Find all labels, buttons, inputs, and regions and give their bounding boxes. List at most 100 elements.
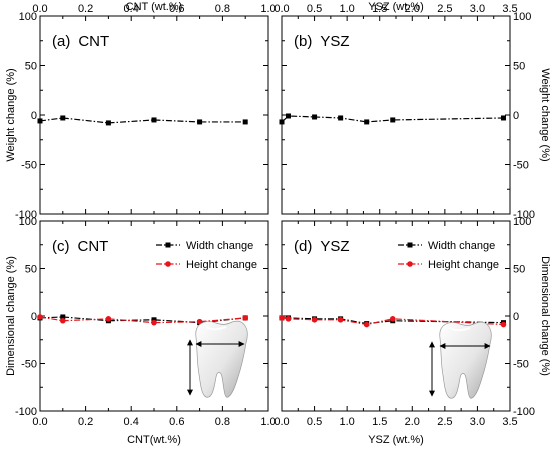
x-tick-label-top: 0.6	[169, 3, 184, 15]
y-tick-label-right: 50	[513, 61, 525, 73]
data-point	[364, 119, 370, 125]
x-tick-label: 2.5	[437, 416, 452, 428]
data-point	[279, 119, 285, 125]
x-tick-label-top: 0.4	[124, 3, 139, 15]
data-point	[197, 119, 203, 125]
x-tick-label: 0.8	[215, 416, 230, 428]
panel-name: YSZ	[320, 238, 349, 255]
y-tick-label: 100	[19, 216, 37, 228]
panel-label: (b)	[294, 33, 312, 50]
x-tick-label: 0.0	[32, 416, 47, 428]
x-axis-label-top: YSZ (wt.%)	[368, 1, 424, 13]
x-tick-label-top: 1.0	[260, 3, 275, 15]
data-point	[312, 114, 318, 120]
y-tick-label-right: 0	[513, 110, 519, 122]
data-point	[151, 317, 157, 323]
x-tick-label-top: 3.5	[502, 3, 517, 15]
panel-b-ysz-weight: 0.0 0.5 1.0 1.5 2.0 2.5 3.0 3.5 -100 -50 0 50 100 Wei…	[274, 1, 550, 221]
data-point	[500, 115, 506, 121]
y-tick-label-right: 100	[513, 11, 531, 23]
x-tick-label-top: 1.0	[339, 3, 354, 15]
x-tick-label: 0.2	[78, 416, 93, 428]
legend-entry: Width change	[156, 240, 253, 252]
legend-entry: Width change	[398, 240, 495, 252]
panel-name: CNT	[78, 33, 109, 50]
panel-c-cnt-dimensional: 0.0 0.2 0.4 0.6 0.8 1.0 -100 -50 0 50 100 Dimension…	[5, 216, 276, 446]
series-line	[39, 316, 246, 324]
legend-entry: Height change	[398, 259, 499, 271]
x-tick-label-top: 0.0	[274, 3, 289, 15]
panel-name: YSZ	[320, 33, 349, 50]
y-axis-label-right: Weight change (%)	[539, 68, 550, 161]
x-tick-label-top: 1.5	[372, 3, 387, 15]
data-point	[286, 113, 292, 119]
x-tick-label: 1.5	[372, 416, 387, 428]
x-axis-label: CNT(wt.%)	[127, 434, 181, 446]
y-tick-label: -100	[15, 406, 37, 418]
tooth-illustration-cnt	[187, 320, 249, 399]
legend-label: Height change	[186, 259, 257, 271]
panel-a-cnt-weight: 0.0 0.2 0.4 0.6 0.8 1.0 -100 -50 0 50 100 Weight ch…	[5, 1, 276, 221]
panel-name: CNT	[78, 238, 109, 255]
data-point	[151, 117, 157, 123]
panel-label: (a)	[52, 33, 70, 50]
x-axis-label-top: CNT (wt.%)	[126, 1, 183, 13]
panel-d-ysz-dimensional: 0.0 0.5 1.0 1.5 2.0 2.5 3.0 3.5-100 -50 0 50 100 Dim…	[274, 216, 550, 446]
data-point	[390, 117, 396, 123]
data-point	[338, 115, 344, 121]
legend-label: Width change	[428, 240, 495, 252]
legend-label: Width change	[186, 240, 253, 252]
legend-marker	[407, 242, 413, 248]
y-tick-label: 0	[31, 110, 37, 122]
x-tick-label: 3.0	[470, 416, 485, 428]
y-tick-label-right: -50	[513, 160, 529, 172]
y-tick-label: -100	[15, 209, 37, 221]
legend-label: Height change	[428, 259, 499, 271]
data-point	[311, 317, 318, 323]
panel-label: (c)	[52, 238, 70, 255]
x-tick-label-top: 2.0	[405, 3, 420, 15]
panel-title: (d) YSZ	[294, 238, 350, 255]
y-tick-label-right: 100	[513, 216, 531, 228]
data-point	[105, 120, 111, 126]
data-point	[60, 317, 66, 324]
y-tick-label-right: 50	[513, 264, 525, 276]
panel-title: (c) CNT	[52, 238, 108, 255]
y-tick-label-right: -50	[513, 359, 529, 371]
x-axis-label: YSZ (wt.%)	[368, 434, 424, 446]
data-point	[151, 319, 157, 326]
legend-marker	[407, 261, 413, 267]
x-tick-label-top: 0.0	[32, 3, 47, 15]
series-line	[39, 117, 246, 124]
data-point	[37, 314, 43, 320]
y-tick-label: -50	[21, 359, 37, 371]
data-point	[279, 315, 285, 321]
y-tick-label-right: 0	[513, 311, 519, 323]
data-point	[389, 316, 396, 322]
x-tick-label-top: 0.8	[215, 3, 230, 15]
x-tick-label: 0.6	[169, 416, 184, 428]
legend-marker	[165, 242, 171, 248]
y-axis-label-right: Dimensional change (%)	[539, 256, 550, 376]
panel-title: (b) YSZ	[294, 33, 350, 50]
data-point	[337, 317, 344, 323]
y-tick-label-right: -100	[513, 209, 535, 221]
y-tick-label: 0	[31, 311, 37, 323]
plot-frame	[39, 15, 269, 215]
data-point	[500, 321, 507, 328]
legend-entry: Height change	[156, 259, 257, 271]
x-tick-label: 1.0	[339, 416, 354, 428]
y-tick-label-right: -100	[513, 406, 535, 418]
data-point	[242, 315, 248, 321]
x-tick-label: 1.0	[260, 416, 275, 428]
tooth-illustration-ysz	[429, 321, 493, 400]
data-point	[37, 118, 43, 124]
y-tick-label: 50	[25, 61, 37, 73]
y-tick-label: -50	[21, 160, 37, 172]
y-axis-label: Dimensional change (%)	[5, 256, 17, 376]
x-tick-label-top: 3.0	[470, 3, 485, 15]
panel-title: (a) CNT	[52, 33, 109, 50]
y-axis-label: Weight change (%)	[5, 68, 17, 161]
data-point	[242, 119, 248, 125]
